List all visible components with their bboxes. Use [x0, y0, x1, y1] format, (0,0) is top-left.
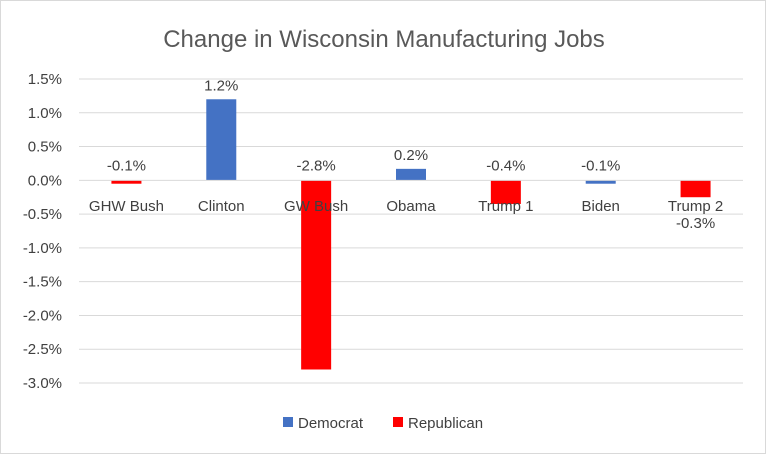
data-label: -0.3% [676, 215, 715, 232]
y-tick-label: -3.0% [23, 375, 62, 392]
gridlines [79, 78, 743, 384]
y-tick-label: -1.0% [23, 240, 62, 257]
y-tick-label: 1.0% [28, 105, 62, 122]
bar [396, 168, 426, 181]
bar [680, 180, 711, 198]
y-tick-label: 1.5% [28, 71, 62, 88]
data-label: -0.1% [107, 157, 146, 174]
data-label: -0.1% [581, 157, 620, 174]
bar [206, 99, 237, 181]
category-label: Biden [582, 198, 620, 215]
category-label: Trump 2 [668, 198, 723, 215]
legend: Democrat Republican [283, 415, 483, 432]
legend-label: Democrat [298, 415, 364, 432]
y-tick-label: 0.5% [28, 139, 62, 156]
data-label: -2.8% [297, 157, 336, 174]
category-label: Trump 1 [478, 198, 533, 215]
data-labels: -0.1% 1.2% -2.8% 0.2% -0.4% -0.1% -0.3% [107, 77, 715, 232]
y-tick-label: -2.5% [23, 341, 62, 358]
y-tick-label: -0.5% [23, 206, 62, 223]
data-label: 1.2% [204, 77, 238, 94]
category-labels: GHW Bush Clinton GW Bush Obama Trump 1 Biden T… [89, 198, 723, 215]
category-label: Obama [386, 198, 436, 215]
bar [585, 180, 616, 184]
chart-title: Change in Wisconsin Manufacturing Jobs [163, 26, 605, 53]
y-tick-label: -1.5% [23, 274, 62, 291]
data-label: -0.4% [486, 157, 525, 174]
y-tick-label: 0.0% [28, 172, 62, 189]
y-tick-label: -2.0% [23, 307, 62, 324]
y-axis-ticks: 1.5% 1.0% 0.5% 0.0% -0.5% -1.0% -1.5% -2.0% -2.5… [23, 71, 62, 392]
category-label: GW Bush [284, 198, 348, 215]
bar [490, 180, 521, 204]
legend-swatch [393, 417, 403, 427]
category-label: GHW Bush [89, 198, 164, 215]
bar [111, 180, 142, 184]
category-label: Clinton [198, 198, 245, 215]
data-label: 0.2% [394, 147, 428, 164]
bars [111, 99, 711, 370]
legend-swatch [283, 417, 293, 427]
bar [301, 180, 332, 370]
legend-label: Republican [408, 415, 483, 432]
